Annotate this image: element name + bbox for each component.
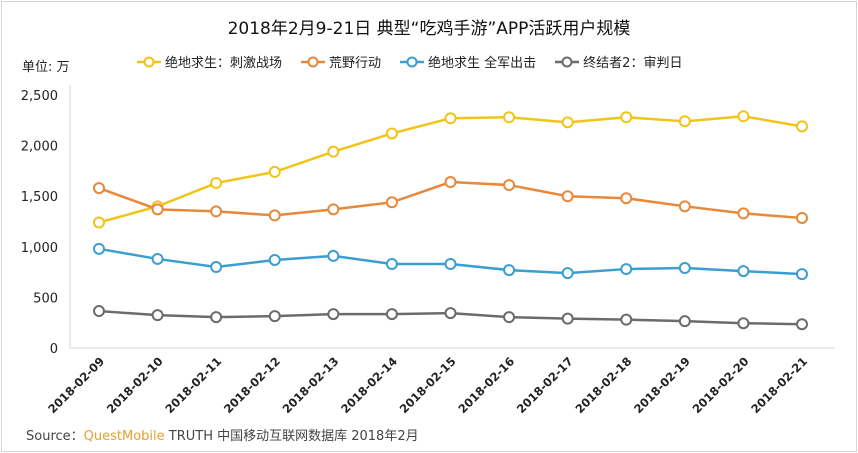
data-point — [503, 111, 516, 124]
data-point — [678, 262, 691, 275]
legend-label: 绝地求生：刺激战场 — [165, 56, 283, 71]
data-point — [210, 311, 223, 324]
data-point — [737, 110, 750, 123]
legend-marker-icon — [555, 56, 580, 67]
data-point — [503, 264, 516, 277]
data-point — [737, 317, 750, 330]
data-point — [151, 309, 164, 322]
x-tick-label: 2018-02-20 — [690, 354, 752, 416]
legend-item: 绝地求生 全军出击 — [399, 52, 536, 71]
data-point — [327, 145, 340, 158]
data-point — [796, 120, 808, 133]
x-tick-label: 2018-02-16 — [455, 354, 517, 416]
data-point — [561, 312, 574, 325]
data-point — [327, 203, 340, 216]
source-note: Source：QuestMobile TRUTH 中国移动互联网数据库 2018… — [26, 425, 419, 444]
legend-label: 绝地求生 全军出击 — [428, 56, 537, 71]
data-point — [93, 182, 105, 195]
x-tick-label: 2018-02-19 — [631, 354, 693, 416]
x-tick-label: 2018-02-18 — [572, 354, 634, 416]
y-tick-label: 2,000 — [21, 140, 58, 155]
x-tick-label: 2018-02-13 — [280, 354, 342, 416]
legend-item: 终结者2：审判日 — [554, 52, 682, 71]
legend-marker-icon — [137, 56, 161, 67]
legend-label: 荒野行动 — [329, 56, 382, 71]
data-point — [385, 127, 398, 140]
data-point — [561, 190, 574, 203]
x-tick-label: 2018-02-21 — [748, 354, 810, 416]
data-point — [796, 211, 808, 224]
legend-label: 终结者2：审判日 — [583, 56, 683, 71]
data-point — [678, 315, 691, 328]
y-tick-label: 500 — [33, 291, 58, 306]
legend-marker-icon — [400, 56, 425, 67]
x-tick-label: 2018-02-12 — [221, 354, 283, 416]
data-point — [444, 176, 457, 189]
data-point — [444, 112, 457, 125]
data-point — [678, 200, 691, 213]
data-point — [561, 267, 574, 280]
data-point — [620, 313, 633, 326]
data-point — [210, 205, 223, 218]
legend-item: 绝地求生：刺激战场 — [136, 52, 282, 71]
data-point — [620, 263, 633, 276]
data-point — [151, 252, 164, 265]
data-point — [327, 308, 340, 321]
data-point — [327, 249, 340, 262]
legend: 绝地求生：刺激战场 荒野行动 绝地求生 全军出击 终结者2：审判日 — [136, 52, 682, 71]
data-point — [561, 116, 574, 129]
data-point — [620, 111, 633, 124]
x-tick-label: 2018-02-10 — [104, 354, 166, 416]
y-tick-label: 1,500 — [21, 190, 58, 205]
y-tick-label: 2,500 — [21, 89, 58, 104]
data-point — [444, 258, 457, 271]
source-rest: TRUTH 中国移动互联网数据库 2018年2月 — [164, 429, 419, 444]
y-tick-label: 0 — [50, 342, 58, 357]
data-point — [444, 307, 457, 320]
data-point — [210, 177, 223, 190]
legend-marker-icon — [301, 56, 326, 67]
data-point — [268, 310, 281, 323]
data-point — [678, 115, 691, 128]
legend-item: 荒野行动 — [300, 52, 381, 71]
y-tick-label: 1,000 — [21, 241, 58, 256]
data-point — [796, 318, 808, 331]
data-point — [620, 192, 633, 205]
data-point — [385, 258, 398, 271]
data-point — [93, 242, 105, 255]
chart-title: 2018年2月9-21日 典型“吃鸡手游”APP活跃用户规模 — [227, 19, 631, 39]
data-point — [385, 308, 398, 321]
x-tick-label: 2018-02-11 — [162, 354, 224, 416]
data-point — [210, 261, 223, 274]
data-point — [268, 165, 281, 178]
data-point — [737, 265, 750, 278]
data-point — [737, 207, 750, 220]
data-point — [93, 216, 105, 229]
data-point — [503, 179, 516, 192]
source-brand: QuestMobile — [83, 429, 165, 444]
data-point — [268, 253, 281, 266]
data-point — [385, 196, 398, 209]
data-point — [151, 203, 164, 216]
data-point — [93, 305, 105, 318]
x-tick-label: 2018-02-09 — [45, 354, 107, 416]
x-tick-label: 2018-02-15 — [397, 354, 459, 416]
data-point — [796, 268, 808, 281]
source-prefix: Source： — [26, 429, 84, 444]
y-axis-unit-label: 单位: 万 — [22, 60, 70, 75]
data-point — [503, 311, 516, 324]
x-tick-label: 2018-02-14 — [338, 354, 400, 416]
data-point — [268, 209, 281, 222]
x-tick-label: 2018-02-17 — [514, 354, 576, 416]
